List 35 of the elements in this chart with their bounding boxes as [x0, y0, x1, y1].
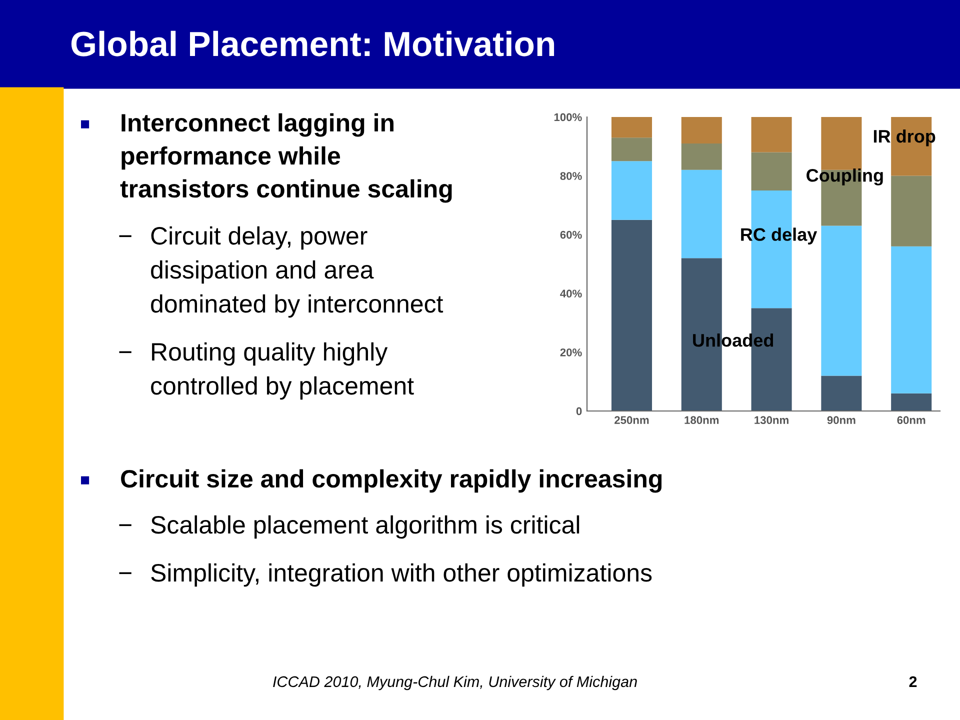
- y-tick-label: 40%: [560, 290, 582, 298]
- text: − Simplicity, integration with other optimizations: [119, 563, 652, 587]
- x-tick-label: 130nm: [754, 416, 788, 424]
- text: − Scalable placement algorithm is critical: [119, 515, 580, 539]
- bar: [611, 117, 652, 138]
- bar: [891, 176, 932, 246]
- chart-title: Global Placement: Motivation: [71, 30, 554, 56]
- bar: [611, 161, 652, 220]
- y-tick-label: 20%: [560, 348, 582, 356]
- y-tick-label: 80%: [560, 172, 582, 180]
- x-tick-label: 90nm: [827, 416, 856, 424]
- y-tick-label: 60%: [560, 230, 582, 239]
- bar: [891, 393, 932, 411]
- x-tick-label: 250nm: [614, 416, 649, 424]
- bar: [821, 376, 862, 411]
- bar: [611, 138, 652, 162]
- bar: [821, 117, 862, 170]
- bar: [611, 220, 652, 411]
- bar: [751, 152, 792, 190]
- bar: [891, 246, 932, 394]
- text: − Routing quality highly controlled by placement: [119, 342, 414, 400]
- text: ■ Circuit size and complexity rapidly increasing: [81, 469, 662, 493]
- bar: [681, 143, 722, 170]
- text: 2: [909, 676, 917, 687]
- x-tick-label: 60nm: [897, 416, 926, 424]
- bar: [821, 226, 862, 376]
- bar: [751, 117, 792, 152]
- bar: [681, 117, 722, 144]
- x-tick-label: 180nm: [684, 416, 719, 424]
- bar: [681, 170, 722, 258]
- y-tick-label: 0: [576, 407, 582, 416]
- text: ICCAD 2010, Myung-Chul Kim, University of Michigan: [273, 676, 637, 690]
- y-tick-label: 100%: [554, 113, 582, 122]
- text: ■ Interconnect lagging in performance while transistors continue scaling: [81, 113, 452, 203]
- text: − Circuit delay, power dissipation and area dominated by interconnect: [119, 226, 444, 318]
